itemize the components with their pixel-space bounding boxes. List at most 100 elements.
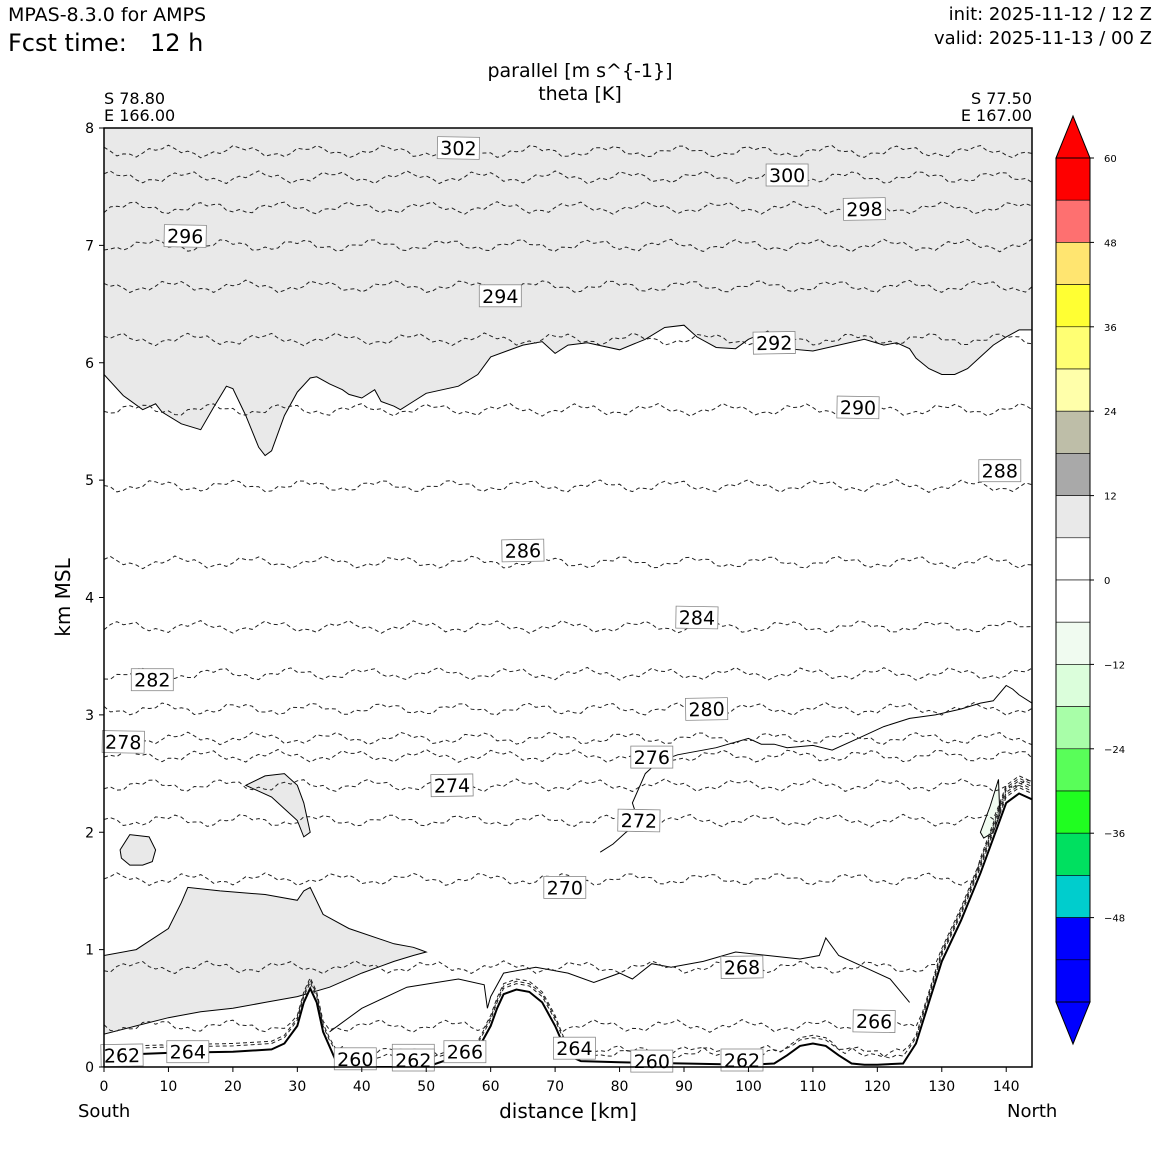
colorbar-band-6 xyxy=(1055,410,1091,454)
colorbar-tick-label-7: −24 xyxy=(1104,745,1125,756)
x-tick-label-140: 140 xyxy=(993,1079,1020,1095)
theta-label-302-box xyxy=(436,136,480,160)
theta-label-286-text: 286 xyxy=(505,540,542,563)
theta-label-288: 288 xyxy=(978,459,1022,483)
colorbar-band-7 xyxy=(1055,453,1091,496)
wind-zero-contour-1 xyxy=(329,936,910,1033)
colorbar-tick-label-0: 60 xyxy=(1104,154,1117,165)
theta-label-300-text: 300 xyxy=(769,165,805,187)
theta-label-276-text: 276 xyxy=(634,747,670,769)
start-longitude: E 166.00 xyxy=(104,106,176,125)
theta-label-296-text: 296 xyxy=(167,226,204,249)
theta-contour-284 xyxy=(104,620,1032,634)
colorbar-band-4 xyxy=(1055,326,1091,370)
theta-label-268-box xyxy=(720,955,764,979)
theta-contour-300 xyxy=(104,170,1032,185)
theta-label-272: 272 xyxy=(617,808,661,833)
theta-label-266-box xyxy=(852,1009,896,1033)
theta-label-268-text: 268 xyxy=(724,957,761,980)
theta-label-extra-5-box xyxy=(720,1048,764,1072)
colorbar-band-12 xyxy=(1055,664,1091,707)
wind-region-0 xyxy=(104,886,428,1035)
colorbar-band-2 xyxy=(1055,242,1091,285)
colorbar-tick-label-1: 48 xyxy=(1104,238,1117,249)
x-tick-label-110: 110 xyxy=(800,1079,827,1095)
theta-label-282: 282 xyxy=(130,668,174,692)
y-tick-label-4: 4 xyxy=(85,591,94,607)
chart-title-line-2: theta [K] xyxy=(538,83,622,105)
x-tick-label-60: 60 xyxy=(482,1079,500,1095)
theta-label-264-text: 264 xyxy=(170,1042,206,1064)
theta-label-302: 302 xyxy=(436,136,480,160)
theta-label-288-text: 288 xyxy=(982,461,1018,483)
colorbar-band-9 xyxy=(1055,537,1091,581)
theta-label-298-box xyxy=(842,197,886,221)
theta-label-294-box xyxy=(478,284,522,308)
theta-label-294: 294 xyxy=(478,284,522,308)
model-name: MPAS-8.3.0 for AMPS xyxy=(8,4,207,26)
theta-label-274-box xyxy=(430,773,474,798)
wind-zero-contour-0 xyxy=(599,684,1032,853)
theta-label-264: 264 xyxy=(166,1040,210,1064)
end-longitude: E 167.00 xyxy=(960,106,1032,125)
upper-wind-zero-contour xyxy=(104,324,1032,457)
theta-label-extra-0: 260 xyxy=(333,1047,377,1071)
theta-label-266: 266 xyxy=(852,1009,896,1034)
x-tick-label-50: 50 xyxy=(417,1079,435,1095)
end-latitude: S 77.50 xyxy=(970,89,1032,108)
theta-label-300: 300 xyxy=(765,163,809,187)
theta-label-284-box xyxy=(675,605,719,630)
theta-label-extra-2-box xyxy=(443,1040,487,1064)
terrain-fill xyxy=(104,793,1032,1067)
theta-label-extra-2: 266 xyxy=(443,1040,487,1064)
theta-label-282-text: 282 xyxy=(134,670,170,692)
theta-label-280: 280 xyxy=(685,697,729,721)
colorbar-band-19 xyxy=(1055,959,1091,1003)
theta-label-278: 278 xyxy=(101,730,145,755)
theta-contour-276 xyxy=(104,748,1032,763)
y-tick-label-7: 7 xyxy=(85,238,94,254)
theta-contour-296 xyxy=(104,238,1032,253)
theta-label-278-text: 278 xyxy=(105,732,142,755)
theta-contour-268 xyxy=(104,780,1032,975)
wind-region-1 xyxy=(244,773,311,838)
theta-label-284: 284 xyxy=(675,605,719,630)
theta-label-290-box xyxy=(836,395,880,420)
theta-label-extra-6-box xyxy=(391,1048,435,1072)
x-tick-label-100: 100 xyxy=(735,1079,762,1095)
theta-contour-294 xyxy=(104,279,1032,294)
theta-label-276-box xyxy=(630,745,674,769)
theta-label-276: 276 xyxy=(630,745,674,769)
theta-label-296-box xyxy=(163,224,207,248)
y-tick-label-0: 0 xyxy=(85,1060,94,1076)
colorbar-band-0 xyxy=(1055,157,1091,201)
x-tick-label-30: 30 xyxy=(288,1079,306,1095)
theta-label-290: 290 xyxy=(836,395,880,420)
colorbar-under-arrow xyxy=(1055,1001,1091,1046)
theta-label-270-box xyxy=(543,876,587,899)
theta-label-296: 296 xyxy=(163,224,207,249)
direction-left-label: South xyxy=(78,1101,131,1122)
colorbar-tick-label-8: −36 xyxy=(1104,829,1125,840)
theta-label-264-box xyxy=(166,1040,210,1064)
x-tick-label-80: 80 xyxy=(611,1079,629,1095)
theta-label-292-box xyxy=(752,331,796,355)
theta-label-284-text: 284 xyxy=(679,607,716,630)
forecast-time-label: Fcst time: xyxy=(8,29,127,57)
theta-label-286: 286 xyxy=(501,538,545,563)
theta-contour-282 xyxy=(104,666,1032,681)
x-tick-label-20: 20 xyxy=(224,1079,242,1095)
theta-label-268: 268 xyxy=(720,955,764,980)
valid-time: valid: 2025-11-13 / 00 Z xyxy=(934,28,1152,49)
init-time: init: 2025-11-12 / 12 Z xyxy=(948,4,1152,25)
colorbar-band-15 xyxy=(1055,790,1091,834)
colorbar-band-1 xyxy=(1055,199,1091,243)
theta-label-extra-4: 260 xyxy=(630,1049,674,1073)
theta-contour-286 xyxy=(104,555,1032,570)
colorbar-tick-label-6: −12 xyxy=(1104,660,1125,671)
y-axis-label: km MSL xyxy=(51,557,75,636)
x-tick-label-70: 70 xyxy=(546,1079,564,1095)
colorbar-band-5 xyxy=(1055,368,1091,412)
colorbar-band-14 xyxy=(1055,748,1091,792)
theta-contour-274 xyxy=(104,778,1032,793)
